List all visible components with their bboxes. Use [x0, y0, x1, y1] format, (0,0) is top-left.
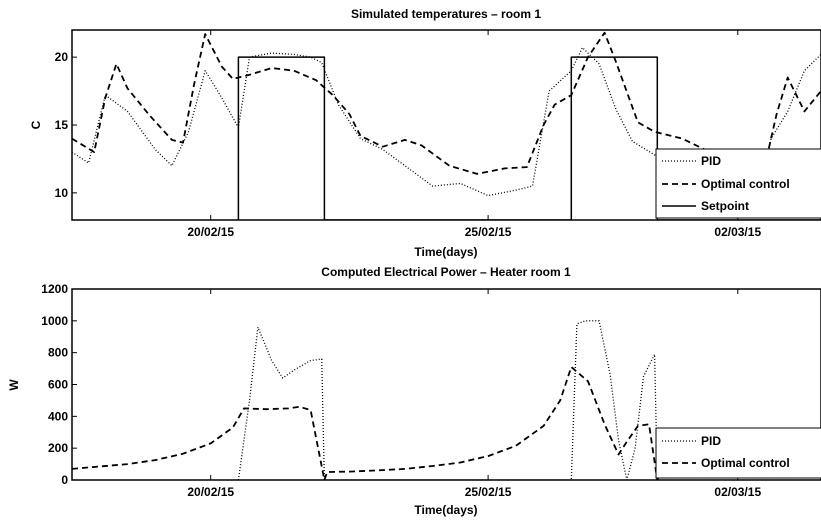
temperature-x-tick-label: 02/03/15 — [714, 225, 761, 239]
power-y-tick-label: 400 — [48, 409, 68, 423]
legend-label-setpoint: Setpoint — [701, 199, 749, 213]
legend-label-pid: PID — [701, 154, 721, 168]
power-series-pid — [237, 320, 821, 480]
power-y-axis-label: W — [7, 379, 21, 391]
temperature-y-tick-label: 10 — [55, 186, 69, 200]
power-y-tick-label: 0 — [61, 473, 68, 487]
power-y-tick-label: 1200 — [41, 282, 68, 296]
legend-label-optimal-control: Optimal control — [701, 456, 790, 470]
temperature-legend: PID Optimal control Setpoint — [655, 148, 821, 219]
power-y-ticks: 0 200 400 600 800 1000 1200 — [41, 282, 77, 487]
temperature-y-tick-label: 15 — [55, 118, 69, 132]
temperature-chart: Simulated temperatures – room 1 10 15 20 2… — [29, 7, 821, 259]
power-y-tick-label: 600 — [48, 378, 68, 392]
legend-label-optimal-control: Optimal control — [701, 177, 790, 191]
temperature-y-axis-label: C — [29, 120, 43, 129]
power-legend: PID Optimal control — [655, 427, 821, 479]
temperature-x-axis-label: Time(days) — [414, 245, 477, 259]
temperature-x-tick-label: 25/02/15 — [465, 225, 512, 239]
power-x-tick-label: 02/03/15 — [714, 485, 761, 499]
temperature-series-setpoint — [237, 56, 821, 220]
power-x-tick-label: 20/02/15 — [187, 485, 234, 499]
power-legend-box — [655, 427, 821, 479]
power-x-ticks: 20/02/15 25/02/15 02/03/15 — [187, 289, 761, 499]
legend-label-pid: PID — [701, 434, 721, 448]
power-y-tick-label: 800 — [48, 346, 68, 360]
power-x-tick-label: 25/02/15 — [465, 485, 512, 499]
temperature-x-tick-label: 20/02/15 — [187, 225, 234, 239]
temperature-chart-title: Simulated temperatures – room 1 — [351, 7, 541, 21]
power-y-tick-label: 200 — [48, 441, 68, 455]
power-chart: Computed Electrical Power – Heater room … — [7, 265, 821, 517]
power-y-tick-label: 1000 — [41, 314, 68, 328]
power-chart-title: Computed Electrical Power – Heater room … — [321, 265, 571, 279]
power-series — [72, 320, 821, 480]
temperature-x-ticks: 20/02/15 25/02/15 02/03/15 — [187, 30, 761, 239]
temperature-y-ticks: 10 15 20 — [55, 50, 77, 200]
power-x-axis-label: Time(days) — [414, 503, 477, 517]
power-series-optimal-control — [72, 366, 821, 480]
temperature-y-tick-label: 20 — [55, 50, 69, 64]
